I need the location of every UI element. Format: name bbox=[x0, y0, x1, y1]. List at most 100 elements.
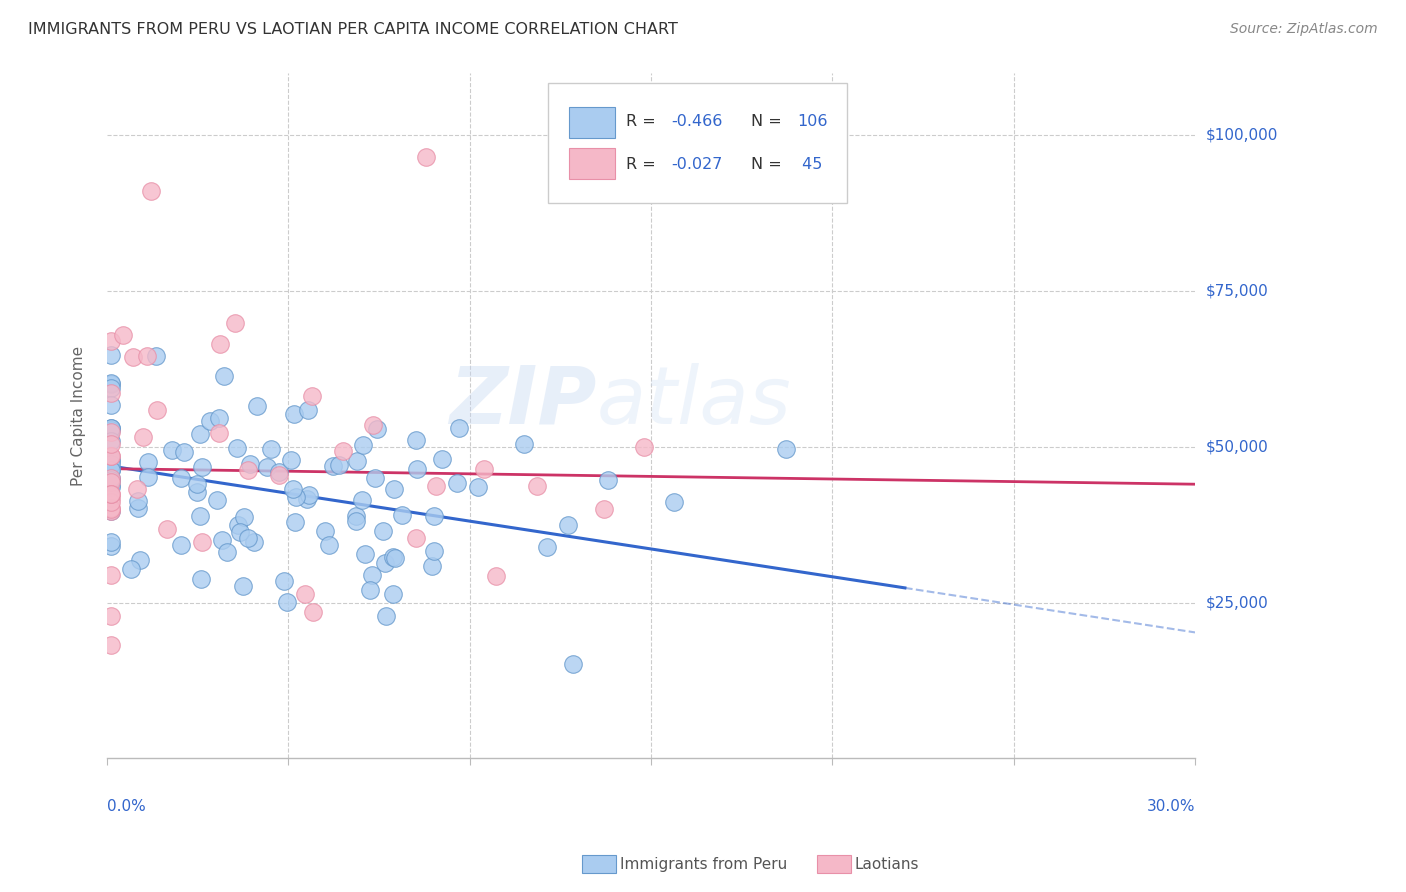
Point bbox=[100, 475, 122, 489]
Point bbox=[100, 500, 122, 515]
Point bbox=[127, 494, 149, 508]
Point bbox=[100, 471, 122, 485]
Point bbox=[236, 463, 259, 477]
Point bbox=[100, 449, 122, 463]
Point bbox=[146, 402, 169, 417]
Point bbox=[352, 438, 374, 452]
Text: Source: ZipAtlas.com: Source: ZipAtlas.com bbox=[1230, 22, 1378, 37]
Point bbox=[557, 518, 579, 533]
Point bbox=[100, 504, 122, 518]
Text: R =: R = bbox=[626, 157, 661, 171]
Point bbox=[664, 495, 686, 509]
Point bbox=[170, 471, 193, 485]
Point bbox=[267, 468, 290, 483]
Point bbox=[132, 430, 155, 444]
Point bbox=[100, 421, 122, 435]
Point bbox=[224, 316, 246, 330]
Point bbox=[100, 638, 122, 652]
Point bbox=[430, 452, 453, 467]
Point bbox=[280, 452, 302, 467]
FancyBboxPatch shape bbox=[569, 148, 616, 179]
Point bbox=[405, 461, 427, 475]
Point bbox=[446, 476, 468, 491]
Point bbox=[208, 337, 231, 351]
Text: ZIP: ZIP bbox=[450, 363, 596, 441]
Point bbox=[281, 483, 304, 497]
Text: IMMIGRANTS FROM PERU VS LAOTIAN PER CAPITA INCOME CORRELATION CHART: IMMIGRANTS FROM PERU VS LAOTIAN PER CAPI… bbox=[28, 22, 678, 37]
Point bbox=[100, 376, 122, 390]
Text: 0.0%: 0.0% bbox=[107, 799, 146, 814]
Text: $25,000: $25,000 bbox=[1206, 595, 1268, 610]
Point bbox=[162, 443, 184, 458]
Text: 45: 45 bbox=[797, 157, 823, 171]
Point bbox=[100, 463, 122, 477]
Point bbox=[284, 515, 307, 529]
Point bbox=[246, 399, 269, 413]
Point bbox=[100, 462, 122, 476]
Text: N =: N = bbox=[751, 157, 787, 171]
Point bbox=[485, 568, 508, 582]
Point bbox=[423, 544, 446, 558]
Point bbox=[382, 549, 405, 564]
Point bbox=[593, 502, 616, 516]
Text: 106: 106 bbox=[797, 114, 827, 129]
Point bbox=[138, 470, 160, 484]
Point bbox=[100, 423, 122, 437]
Point bbox=[173, 444, 195, 458]
Point bbox=[283, 407, 305, 421]
Point bbox=[420, 558, 443, 573]
Text: 30.0%: 30.0% bbox=[1146, 799, 1195, 814]
Point bbox=[405, 531, 427, 545]
Point bbox=[127, 500, 149, 515]
Point bbox=[128, 553, 150, 567]
Point bbox=[100, 421, 122, 435]
Point bbox=[273, 574, 295, 589]
FancyBboxPatch shape bbox=[548, 83, 846, 203]
Point bbox=[100, 478, 122, 492]
Point bbox=[208, 411, 231, 425]
Point bbox=[100, 460, 122, 475]
Point bbox=[139, 185, 162, 199]
Point bbox=[186, 476, 208, 491]
Text: -0.466: -0.466 bbox=[672, 114, 723, 129]
Point bbox=[100, 457, 122, 471]
Point bbox=[633, 440, 655, 454]
Point bbox=[120, 562, 142, 576]
Point bbox=[467, 480, 489, 494]
Point bbox=[775, 442, 797, 456]
Point bbox=[526, 479, 548, 493]
Point bbox=[344, 509, 367, 524]
Text: -0.027: -0.027 bbox=[672, 157, 723, 171]
Point bbox=[425, 478, 447, 492]
Point bbox=[513, 437, 536, 451]
Point bbox=[352, 492, 374, 507]
Point bbox=[295, 492, 318, 507]
Text: R =: R = bbox=[626, 114, 661, 129]
Point bbox=[374, 608, 396, 623]
Point bbox=[100, 471, 122, 485]
Point bbox=[322, 459, 344, 474]
Point bbox=[100, 535, 122, 549]
Point bbox=[100, 348, 122, 362]
Point bbox=[100, 479, 122, 493]
Point bbox=[100, 473, 122, 487]
Point bbox=[186, 485, 208, 500]
Point bbox=[344, 514, 367, 528]
Point bbox=[111, 327, 134, 342]
Point bbox=[302, 605, 325, 619]
Point bbox=[232, 578, 254, 592]
Point bbox=[332, 444, 354, 458]
Point bbox=[100, 609, 122, 624]
Point bbox=[100, 540, 122, 554]
Point bbox=[100, 376, 122, 391]
Point bbox=[298, 488, 321, 502]
Point bbox=[449, 421, 471, 435]
Point bbox=[233, 510, 256, 524]
Point bbox=[100, 495, 122, 509]
Point bbox=[229, 525, 252, 540]
Point bbox=[211, 533, 233, 547]
Point bbox=[269, 466, 291, 480]
FancyBboxPatch shape bbox=[569, 106, 616, 138]
Point bbox=[318, 538, 340, 552]
Point bbox=[188, 508, 211, 523]
